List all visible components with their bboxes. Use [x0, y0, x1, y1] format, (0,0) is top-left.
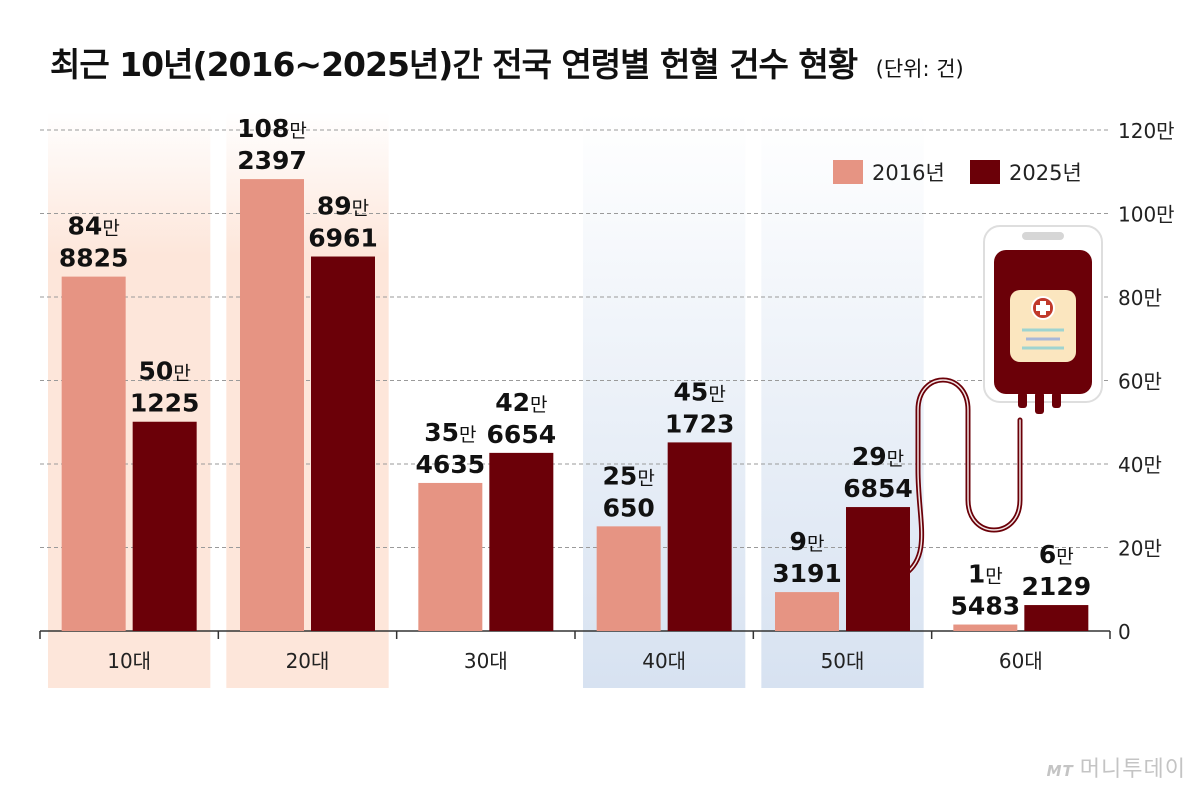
data-label-bottom: 6961 [308, 224, 378, 253]
x-tick-label: 30대 [464, 649, 508, 673]
data-label-bottom: 1723 [665, 409, 735, 438]
bar-2025 [311, 256, 375, 631]
y-tick-label: 60만 [1118, 370, 1162, 394]
bar-2025 [846, 507, 910, 631]
data-label-top: 45만 [674, 377, 726, 406]
data-label-top: 9만 [790, 527, 825, 556]
y-tick-label: 80만 [1118, 286, 1162, 310]
data-label-top: 1만 [968, 560, 1003, 589]
data-label-bottom: 5483 [951, 592, 1021, 621]
data-label-top: 42만 [495, 388, 547, 417]
data-label-bottom: 4635 [416, 450, 486, 479]
data-label-bottom: 6854 [843, 474, 913, 503]
y-tick-label: 0 [1118, 620, 1131, 644]
x-tick-label: 40대 [642, 649, 686, 673]
data-label-top: 84만 [68, 212, 120, 241]
data-label-top: 108만 [237, 114, 307, 143]
data-label-bottom: 3191 [772, 559, 842, 588]
data-label-bottom: 1225 [130, 389, 200, 418]
blood-tube-highlight [904, 379, 1021, 575]
blood-bag-port [1018, 392, 1027, 408]
data-label-bottom: 8825 [59, 244, 129, 273]
data-label-bottom: 2129 [1022, 572, 1092, 601]
data-label-top: 35만 [424, 418, 476, 447]
x-tick-label: 50대 [821, 649, 865, 673]
bar-2016 [61, 276, 126, 631]
bar-2025 [489, 452, 554, 631]
watermark-mark: MT [1046, 762, 1074, 780]
y-tick-label: 120만 [1118, 119, 1175, 143]
data-label-top: 89만 [317, 192, 369, 221]
data-label-top: 50만 [139, 357, 191, 386]
legend-label-2016: 2016년 [872, 161, 945, 185]
legend-label-2025: 2025년 [1009, 161, 1082, 185]
data-label-top: 25만 [603, 461, 655, 490]
unit-note: (단위: 건) [875, 57, 964, 81]
medical-cross-horizontal [1036, 305, 1050, 311]
watermark-text: 머니투데이 [1079, 757, 1186, 782]
chart-title: 최근 10년(2016~2025년)간 전국 연령별 헌혈 건수 현황 (단위:… [50, 38, 964, 86]
data-label-top: 29만 [852, 442, 904, 471]
bar-2025 [667, 442, 732, 631]
y-tick-label: 100만 [1118, 203, 1175, 227]
data-label-bottom: 6654 [487, 420, 557, 449]
y-tick-label: 40만 [1118, 453, 1162, 477]
blood-bag-port [1052, 392, 1061, 408]
data-label-bottom: 2397 [237, 146, 307, 175]
blood-bag-label [1010, 290, 1076, 362]
bar-2016 [240, 179, 304, 632]
watermark-logo: MT 머니투데이 [1047, 751, 1186, 783]
legend-swatch-2025 [970, 160, 1000, 184]
bar-2016 [418, 482, 483, 631]
y-tick-label: 20만 [1118, 537, 1162, 561]
x-tick-label: 20대 [286, 649, 330, 673]
x-tick-label: 10대 [107, 649, 151, 673]
bar-2016 [953, 624, 1018, 631]
bar-2016 [775, 592, 839, 631]
data-label-bottom: 650 [603, 493, 655, 522]
chart-title-text: 최근 10년(2016~2025년)간 전국 연령별 헌혈 건수 현황 [50, 45, 858, 84]
data-label-top: 6만 [1039, 540, 1074, 569]
blood-bag-hanger [1022, 232, 1064, 240]
x-tick-label: 60대 [999, 649, 1043, 673]
bar-2025 [132, 421, 197, 631]
bar-2025 [1024, 605, 1089, 631]
bar-2016 [596, 526, 661, 631]
blood-bag-port [1035, 392, 1044, 414]
legend-swatch-2016 [833, 160, 863, 184]
